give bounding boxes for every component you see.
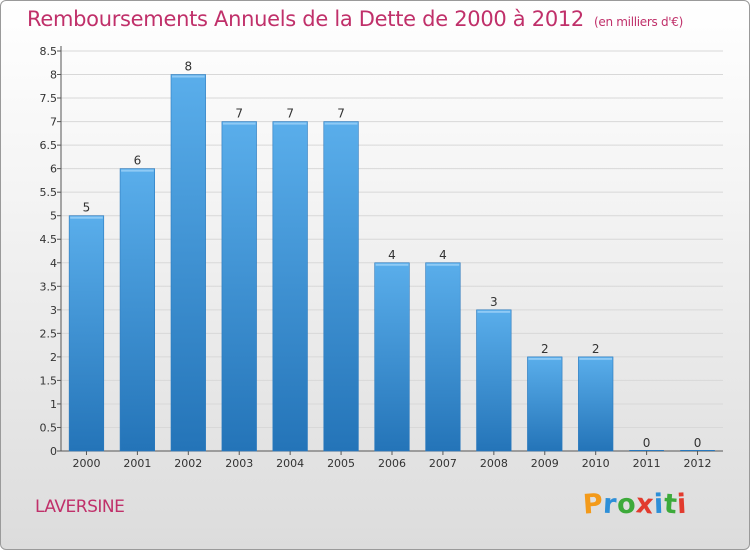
bar-2006 (374, 262, 410, 452)
bar-highlight (528, 357, 562, 360)
y-tick-label: 0.5 (40, 421, 58, 434)
y-tick-label: 1.5 (40, 374, 58, 387)
x-tick-label: 2007 (429, 457, 457, 470)
data-label: 5 (83, 201, 91, 215)
x-tick-label: 2005 (327, 457, 355, 470)
bar-2003 (221, 121, 257, 452)
bar-highlight (273, 122, 307, 125)
proxiti-logo: Proxiti (581, 488, 688, 521)
y-tick-label: 3.5 (40, 280, 58, 293)
bar-2012 (680, 450, 715, 451)
data-label: 0 (694, 436, 702, 450)
bar-2002 (170, 74, 206, 452)
axes: 0 0.5 1 1.5 2 2.5 3 3.5 4 4.5 5 5.5 6 6.5 7 7.5 8 8.5 2000… (40, 45, 723, 470)
y-tick-label: 8.5 (40, 45, 58, 58)
data-label: 7 (235, 107, 243, 121)
y-tick-label: 2 (50, 351, 57, 364)
data-label: 7 (337, 107, 345, 121)
data-label: 6 (134, 154, 142, 168)
bar-highlight (121, 169, 154, 172)
x-tick-label: 2000 (72, 457, 100, 470)
y-tick-label: 0 (50, 445, 57, 458)
bar-highlight (171, 75, 205, 78)
y-tick-label: 1 (50, 398, 57, 411)
data-label: 7 (286, 107, 294, 121)
logo-letter: x (634, 488, 656, 521)
data-label: 3 (490, 295, 498, 309)
data-label: 2 (592, 342, 600, 356)
data-label: 8 (184, 60, 192, 74)
x-tick-label: 2002 (174, 457, 202, 470)
y-tick-label: 7 (50, 116, 57, 129)
x-tick-label: 2003 (225, 457, 253, 470)
y-tick-label: 5 (50, 210, 57, 223)
data-label: 4 (388, 248, 396, 262)
bar-2010 (578, 356, 614, 452)
y-tick-label: 4.5 (40, 233, 58, 246)
y-tick-label: 8 (50, 69, 57, 82)
y-tick-label: 2.5 (40, 327, 58, 340)
bar-2007 (425, 262, 461, 452)
bar-highlight (426, 263, 460, 266)
logo-letter: i (676, 488, 688, 521)
x-tick-label: 2008 (480, 457, 508, 470)
x-tick-label: 2010 (582, 457, 610, 470)
x-tick-label: 2004 (276, 457, 304, 470)
y-tick-label: 7.5 (40, 92, 58, 105)
data-label: 4 (439, 248, 447, 262)
x-tick-label: 2011 (633, 457, 661, 470)
chart-subtitle: (en milliers d'€) (594, 15, 684, 29)
chart-title-text: Remboursements Annuels de la Dette de 20… (27, 7, 584, 31)
y-tick-label: 6.5 (40, 139, 58, 152)
chart-title: Remboursements Annuels de la Dette de 20… (27, 7, 683, 31)
x-tick-label: 2009 (531, 457, 559, 470)
x-tick-label: 2012 (684, 457, 712, 470)
bar-2000 (68, 215, 105, 452)
bar-2009 (527, 356, 563, 452)
bar-2005 (323, 121, 359, 452)
bars (68, 74, 715, 452)
data-labels: 5 6 8 7 7 7 4 4 3 2 2 0 0 (83, 60, 702, 450)
bar-highlight (70, 216, 103, 219)
x-tick-label: 2006 (378, 457, 406, 470)
bar-2001 (119, 168, 155, 452)
bar-highlight (324, 122, 358, 125)
commune-name: LAVERSINE (35, 497, 125, 517)
bar-2004 (272, 121, 308, 452)
data-label: 2 (541, 342, 549, 356)
bar-highlight (375, 263, 409, 266)
bar-highlight (222, 122, 256, 125)
bar-2008 (476, 309, 512, 452)
bar-highlight (477, 310, 511, 313)
y-tick-label: 5.5 (40, 186, 58, 199)
bar-highlight (579, 357, 613, 360)
logo-letter: o (616, 488, 637, 521)
x-tick-label: 2001 (123, 457, 151, 470)
bar-2011 (629, 450, 664, 451)
y-tick-label: 4 (50, 257, 57, 270)
logo-letter: P (581, 488, 605, 521)
y-tick-label: 3 (50, 304, 57, 317)
y-tick-label: 6 (50, 163, 57, 176)
data-label: 0 (643, 436, 651, 450)
